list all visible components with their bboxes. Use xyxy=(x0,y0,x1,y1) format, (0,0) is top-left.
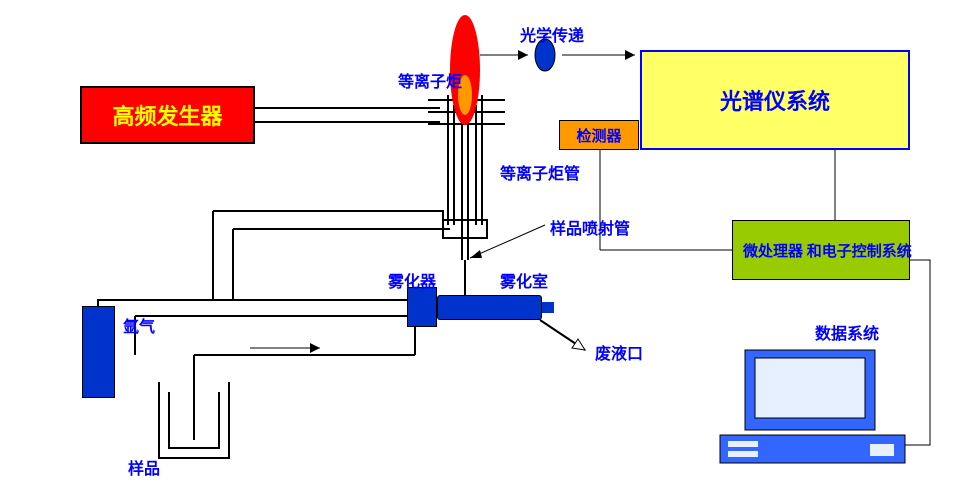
spectrometer-box: 光谱仪系统 xyxy=(640,50,910,150)
rf-generator-label: 高频发生器 xyxy=(112,99,222,131)
sample-inject-tube-label: 样品喷射管 xyxy=(550,215,630,239)
plasma-torch-label: 等离子炬 xyxy=(398,68,462,92)
detector-box: 检测器 xyxy=(559,120,639,150)
processor-label: 微处理器 和电子控制系统 xyxy=(743,240,912,261)
spectrometer-label: 光谱仪系统 xyxy=(720,84,830,116)
waste-outlet-label: 废液口 xyxy=(595,340,643,364)
data-system-label: 数据系统 xyxy=(815,320,879,344)
nebulizer-label: 雾化器 xyxy=(388,268,436,292)
rf-generator-box: 高频发生器 xyxy=(80,86,255,144)
sample-label: 样品 xyxy=(128,455,160,479)
spray-chamber-block xyxy=(437,295,542,320)
processor-box: 微处理器 和电子控制系统 xyxy=(732,220,910,280)
computer-icon xyxy=(720,350,905,463)
argon-tank xyxy=(82,306,115,398)
nebulizer-block xyxy=(407,287,437,327)
spray-chamber-tip xyxy=(542,302,554,313)
torch-tube-label: 等离子炬管 xyxy=(500,160,580,184)
optical-transfer-label: 光学传递 xyxy=(520,22,584,46)
argon-label: 氩气 xyxy=(123,313,155,337)
diagram-stage: { "type": "flowchart", "canvas": { "widt… xyxy=(0,0,968,501)
detector-label: 检测器 xyxy=(576,125,621,146)
spray-chamber-label: 雾化室 xyxy=(500,268,548,292)
